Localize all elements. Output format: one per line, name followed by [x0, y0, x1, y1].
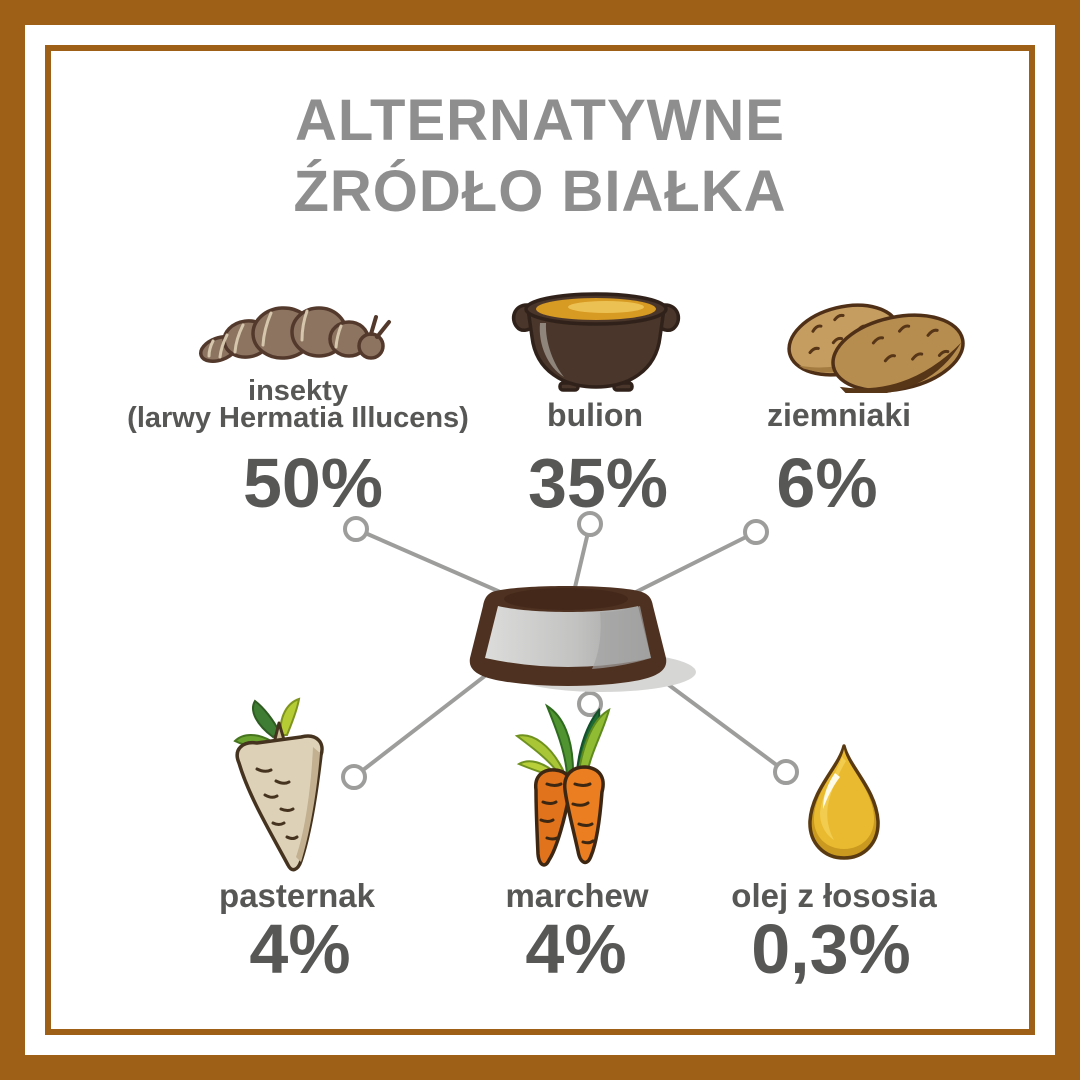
potatoes-icon [787, 303, 965, 393]
node-circle-insekty [343, 516, 369, 542]
title-line-2: ŹRÓDŁO BIAŁKA [293, 158, 787, 224]
dog-bowl-icon [469, 586, 696, 692]
item-label-pasternak: pasternak [219, 877, 375, 914]
insect-larva-icon [199, 306, 391, 363]
item-value-marchew: 4% [525, 910, 627, 988]
item-label-ziemniaki: ziemniaki [766, 397, 912, 433]
carrots-icon [514, 703, 611, 867]
item-sublabel-insekty: (larwy Hermatia Illucens) [127, 402, 469, 434]
node-circle-marchew [577, 691, 603, 717]
node-circle-olej [773, 759, 799, 785]
node-circle-pasternak [341, 764, 367, 790]
item-value-ziemniaki: 6% [776, 444, 878, 522]
page-title: ALTERNATYWNE ŹRÓDŁO BIAŁKA [0, 86, 1080, 228]
item-label-olej-z-lososia: olej z łososia [731, 877, 937, 914]
title-line-1: ALTERNATYWNE [295, 88, 785, 153]
item-label-marchew: marchew [505, 877, 649, 914]
item-value-pasternak: 4% [249, 910, 351, 988]
item-label-insekty: insekty [248, 375, 348, 407]
broth-pot-icon [511, 292, 681, 392]
salmon-oil-drop-icon [808, 744, 880, 860]
node-circle-ziemniaki [743, 519, 769, 545]
item-label-bulion: bulion [547, 397, 643, 433]
item-value-bulion: 35% [527, 444, 669, 522]
parsnip-icon [233, 697, 324, 872]
item-value-insekty: 50% [242, 444, 384, 522]
node-circle-bulion [577, 511, 603, 537]
item-value-olej-z-lososia: 0,3% [751, 910, 911, 988]
